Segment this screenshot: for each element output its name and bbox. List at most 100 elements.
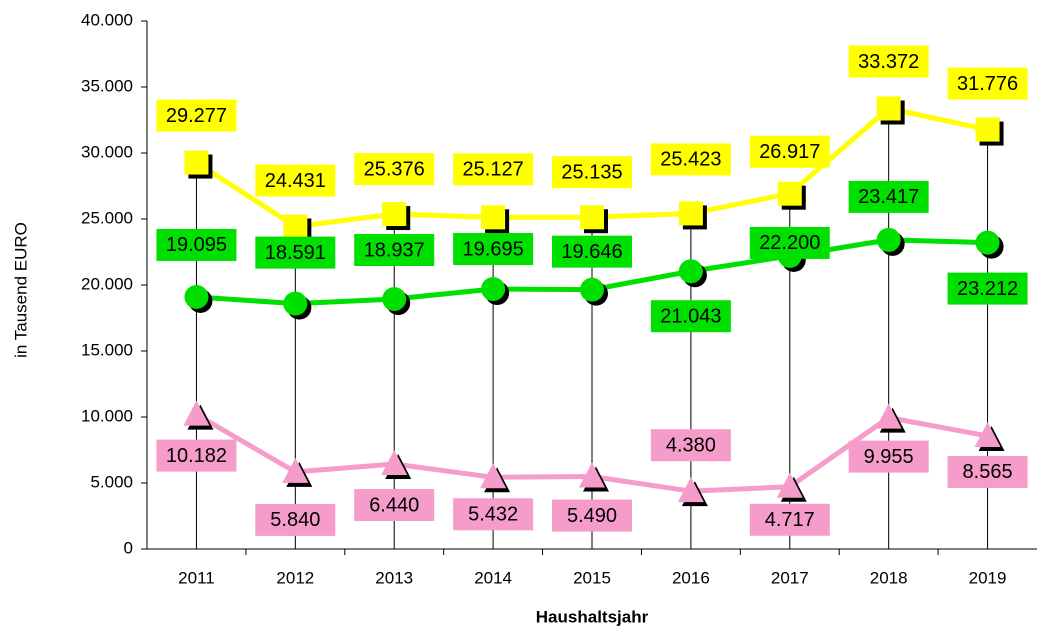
x-tick-label: 2017	[771, 568, 809, 587]
x-tick-label: 2015	[573, 568, 611, 587]
data-label-box	[156, 439, 237, 472]
y-tick-label: 5.000	[90, 472, 133, 491]
data-label-box	[947, 272, 1028, 305]
marker	[777, 181, 802, 206]
y-axis-title: in Tausend EURO	[11, 222, 30, 358]
series: 19.095 18.591 18.937 19.695 19.646 21.043 22.2…	[156, 180, 1028, 333]
data-label: 33.372	[858, 51, 919, 73]
data-label-box	[947, 455, 1028, 488]
data-label-box	[453, 233, 534, 266]
data-label: 23.417	[858, 186, 919, 208]
marker	[283, 291, 308, 316]
data-label: 5.490	[567, 505, 617, 527]
marker	[382, 202, 407, 227]
data-label: 25.127	[463, 159, 524, 181]
data-label: 26.917	[759, 141, 820, 163]
y-tick-label: 30.000	[81, 142, 133, 161]
y-tick-label: 25.000	[81, 208, 133, 227]
data-label: 25.423	[660, 149, 721, 171]
data-label-box	[848, 440, 929, 473]
marker	[975, 230, 1000, 255]
marker	[580, 277, 604, 302]
marker	[678, 259, 703, 284]
data-label-box	[453, 498, 534, 531]
data-label: 8.565	[963, 461, 1013, 483]
y-tick-label: 20.000	[81, 274, 133, 293]
data-label-box	[354, 234, 435, 267]
data-label-box	[947, 67, 1028, 100]
x-tick-label: 2012	[276, 568, 314, 587]
series: 10.182 5.840 6.440 5.432 5.490 4.380 4.717 9.95…	[156, 400, 1028, 536]
data-label-box	[552, 235, 632, 268]
marker	[580, 205, 604, 230]
marker	[183, 400, 210, 426]
marker	[184, 284, 209, 309]
data-label: 25.135	[561, 161, 622, 183]
y-tick-label: 10.000	[81, 406, 133, 425]
data-label: 6.440	[369, 494, 419, 516]
data-label-box	[255, 503, 336, 536]
x-tick-label: 2014	[474, 568, 512, 587]
data-label-box	[650, 429, 731, 462]
data-label-box	[453, 153, 534, 186]
x-tick-label: 2011	[178, 568, 215, 587]
marker	[283, 214, 308, 239]
data-label: 10.182	[166, 445, 227, 467]
marker	[382, 287, 407, 312]
data-label: 5.840	[270, 509, 320, 531]
marker	[579, 462, 605, 488]
marker	[776, 472, 803, 498]
data-label: 21.043	[660, 306, 721, 328]
marker	[875, 403, 902, 429]
data-label-box	[749, 503, 830, 536]
y-tick-label: 35.000	[81, 76, 133, 95]
marker	[876, 96, 901, 121]
data-label-box	[156, 228, 237, 261]
data-label: 4.717	[765, 509, 815, 531]
data-label: 24.431	[265, 170, 326, 192]
series: 29.277 24.431 25.376 25.127 25.135 25.423 26.9…	[156, 45, 1028, 243]
data-label: 23.212	[957, 278, 1018, 300]
x-tick-label: 2019	[969, 568, 1007, 587]
data-label: 19.695	[463, 238, 524, 260]
marker	[975, 117, 1000, 142]
marker	[678, 201, 703, 226]
marker	[974, 421, 1001, 447]
data-label-box	[650, 300, 731, 333]
x-tick-label: 2018	[870, 568, 908, 587]
data-label: 9.955	[864, 446, 914, 468]
data-label-box	[255, 164, 336, 197]
data-label-box	[650, 143, 731, 176]
marker	[481, 205, 506, 230]
data-label-box	[354, 153, 435, 186]
data-label: 18.591	[265, 242, 326, 264]
data-label: 29.277	[166, 105, 227, 127]
data-label-box	[749, 135, 830, 168]
x-tick-label: 2013	[375, 568, 413, 587]
data-label: 5.432	[468, 504, 518, 526]
marker	[876, 227, 901, 252]
marker	[481, 277, 506, 302]
marker	[381, 449, 408, 475]
x-axis-title: Haushaltsjahr	[536, 607, 649, 626]
y-tick-label: 40.000	[81, 10, 133, 29]
marker	[282, 457, 309, 483]
data-label: 19.095	[166, 234, 227, 256]
data-label-box	[848, 180, 929, 213]
data-label: 19.646	[561, 241, 622, 263]
data-label-box	[255, 236, 336, 269]
data-label-box	[552, 156, 632, 189]
data-label-box	[354, 488, 435, 521]
data-label: 18.937	[364, 239, 425, 261]
marker	[677, 477, 704, 503]
data-label: 31.776	[957, 73, 1018, 95]
data-label: 22.200	[759, 232, 820, 254]
marker	[184, 150, 209, 175]
data-label-box	[552, 499, 632, 532]
data-label-box	[848, 45, 929, 78]
data-label: 4.380	[666, 434, 716, 456]
data-label-box	[749, 226, 830, 259]
marker	[480, 463, 507, 489]
y-tick-label: 0	[124, 538, 133, 557]
